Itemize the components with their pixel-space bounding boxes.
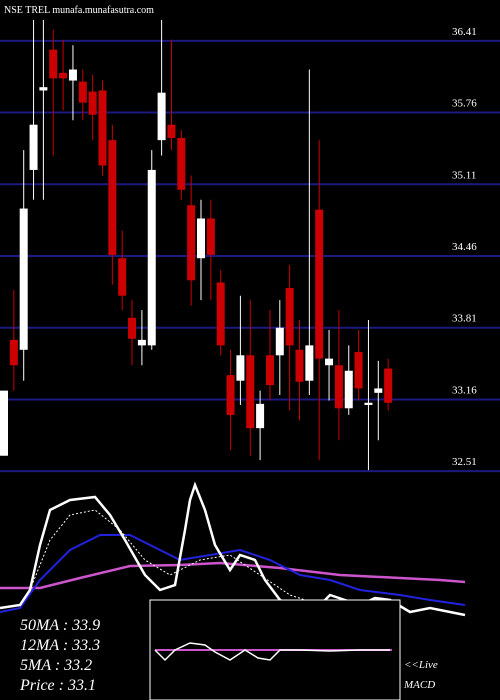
y-tick-label: 34.46 [452,241,477,253]
candle-body [187,205,196,281]
candle-body [374,388,383,393]
macd-label: <<Live [404,659,438,671]
candle-body [295,349,304,382]
y-tick-label: 35.76 [452,98,477,110]
macd-inset [149,599,401,700]
candle-body [236,355,245,381]
candle-body [177,137,186,190]
y-tick-label: 35.11 [452,169,476,181]
candle-body [265,355,274,386]
y-tick-label: 32.51 [452,456,477,468]
candle-body [49,49,58,79]
candle-body [197,218,205,259]
ma-blue [0,534,466,613]
candle-body [68,69,77,81]
candle-body [354,352,363,389]
candle-body [128,317,137,339]
candle-body [29,124,38,170]
candle-body [384,368,393,403]
y-tick-label: 33.16 [452,384,477,396]
candle-body [167,124,176,138]
candle-body [88,91,97,115]
y-tick-label: 33.81 [452,313,477,325]
stats: 50MA : 33.9 12MA : 33.3 5MA : 33.2 Price : … [19,617,100,694]
candle-body [226,375,235,415]
stat-label: 5MA : 33.2 [20,657,92,674]
candle-body [137,339,146,346]
candle-body [325,358,334,366]
stat-label: Price : 33.1 [19,677,96,694]
candle-body [39,87,48,91]
chart-title: NSE TREL munafa.munafasutra.com [4,5,154,16]
candle-body [147,169,156,346]
candle-body [157,92,166,141]
stat-label: 12MA : 33.3 [20,637,100,654]
candle-body [344,370,353,409]
candle-body [315,209,324,359]
candle-body [364,402,373,405]
ma-magenta [0,561,466,590]
stat-label: 50MA : 33.9 [20,617,100,634]
macd-label: MACD [403,679,435,691]
candle-body [9,339,18,366]
candle-body [305,345,314,381]
candle-body [216,282,225,346]
candle-body [118,258,127,296]
grid: 36.41 35.76 35.11 34.46 33.81 33.16 32.51 [0,26,500,473]
candle-body [98,90,107,166]
ma-dotted [29,509,401,607]
candle-body [285,288,294,346]
candle-body [334,365,343,409]
candles [0,19,393,471]
candle-body [246,355,255,429]
candle-body [19,208,28,350]
y-tick-label: 36.41 [452,26,477,38]
candle-body [78,81,87,103]
candle-body [0,390,8,456]
macd-line [154,642,390,662]
candle-body [206,218,215,255]
candle-body [256,403,265,429]
candle-body [59,72,68,79]
candle-body [108,140,117,255]
candle-body [275,327,284,356]
